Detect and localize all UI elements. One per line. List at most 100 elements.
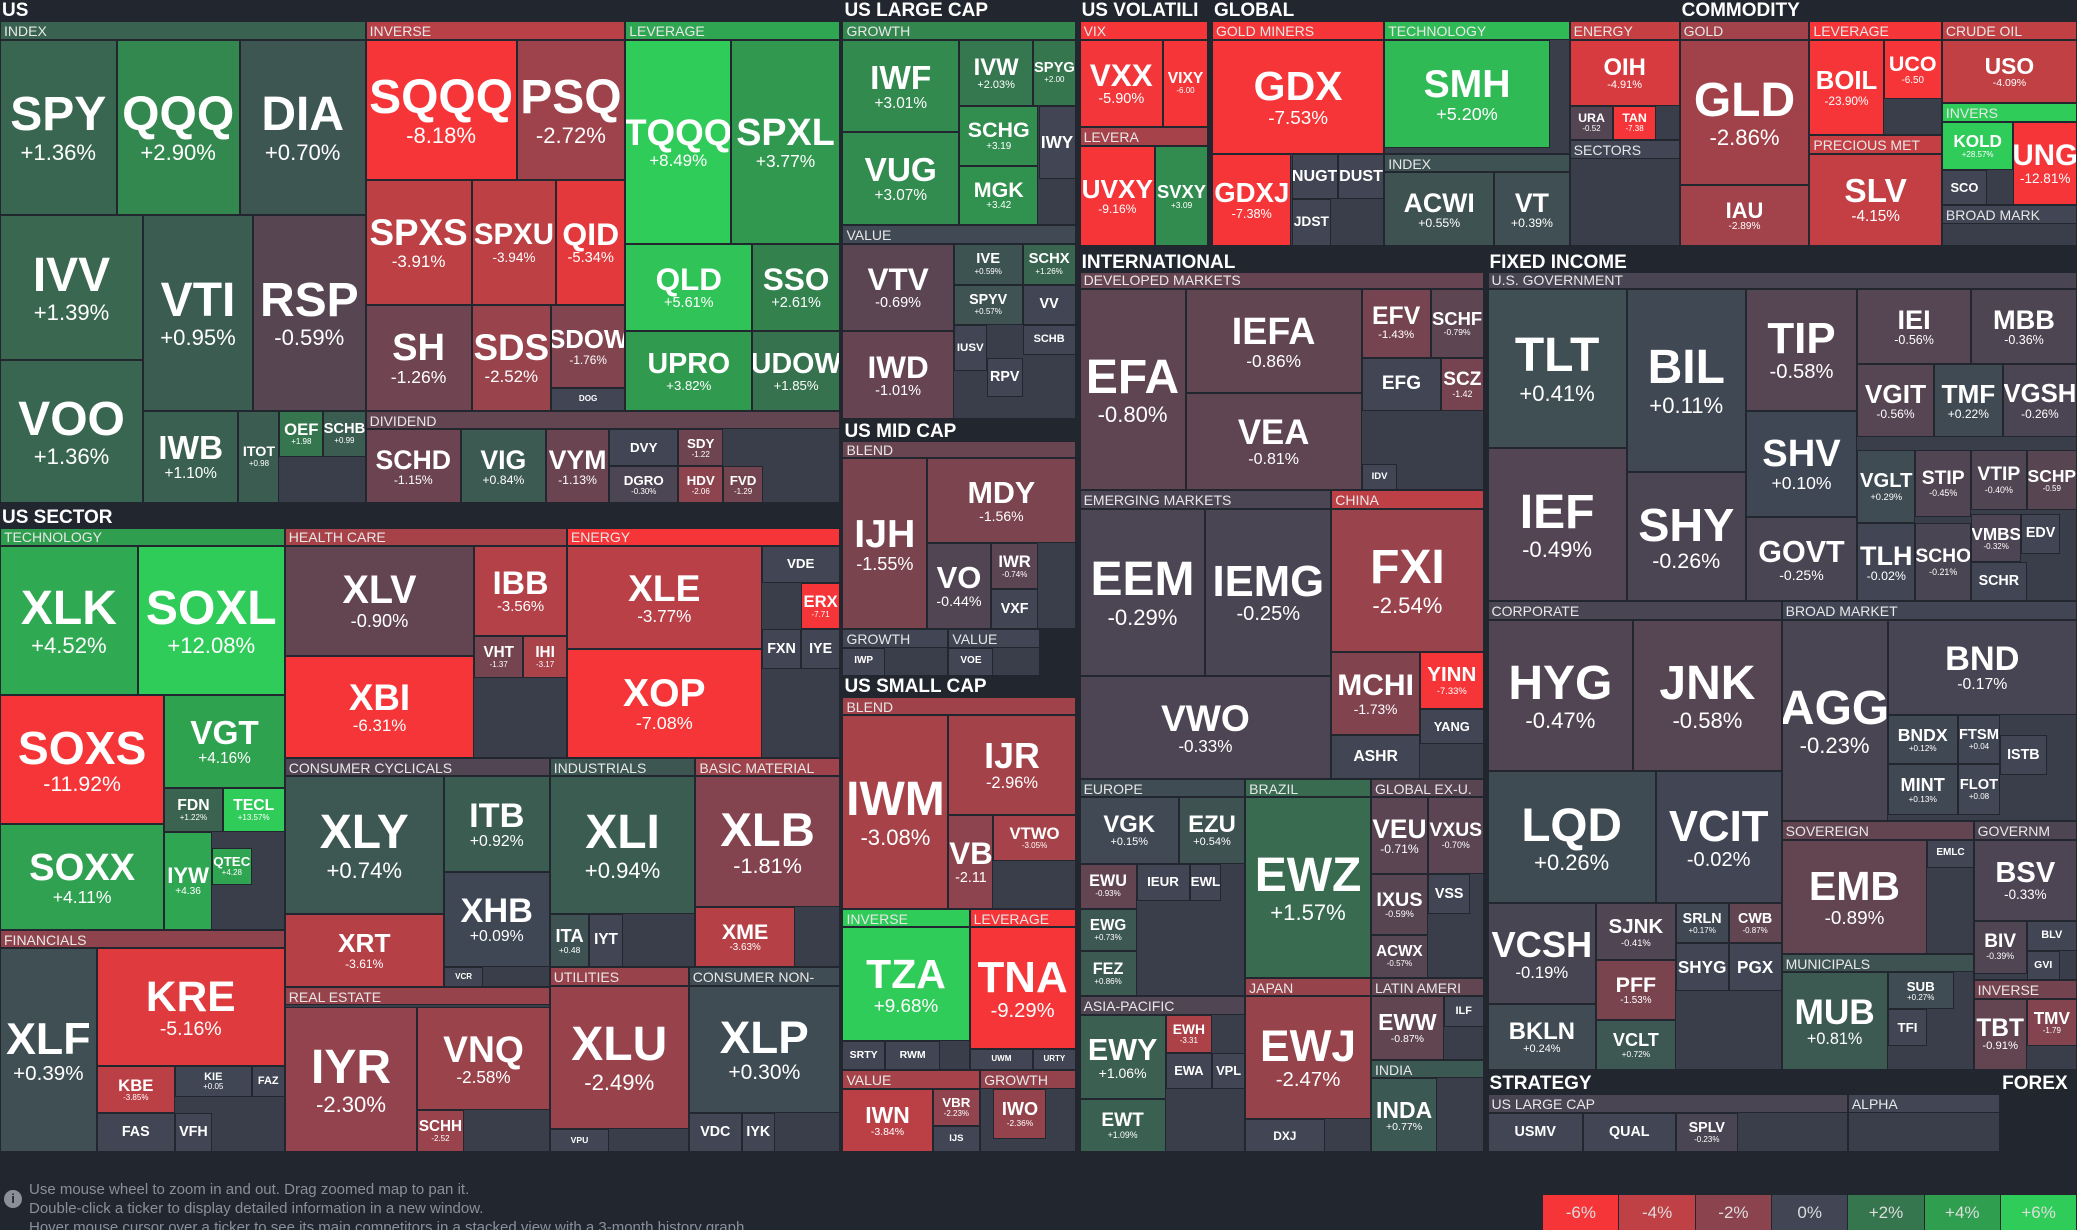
ticker-tile[interactable]: SCHB +0.99 <box>323 410 366 457</box>
ticker-tile[interactable]: FXN <box>761 629 802 669</box>
ticker-tile[interactable]: IVE +0.59% <box>953 243 1023 285</box>
ticker-tile[interactable]: IBB -3.56% <box>474 545 567 636</box>
ticker-tile[interactable]: SOXX +4.11% <box>0 823 165 930</box>
ticker-tile[interactable]: MBB -0.36% <box>1971 288 2077 365</box>
ticker-tile[interactable]: IWD -1.01% <box>842 331 954 419</box>
ticker-tile[interactable]: IEUR <box>1136 863 1190 901</box>
ticker-tile[interactable]: VGT +4.16% <box>164 695 285 789</box>
ticker-tile[interactable]: EMB -0.89% <box>1781 839 1928 954</box>
ticker-tile[interactable]: URTY <box>1033 1049 1076 1071</box>
ticker-tile[interactable]: VCSH -0.19% <box>1487 903 1597 1005</box>
ticker-tile[interactable]: DIA +0.70% <box>239 39 366 215</box>
ticker-tile[interactable]: URA -0.52 <box>1569 105 1614 141</box>
ticker-tile[interactable]: IEMG -0.25% <box>1205 508 1332 676</box>
ticker-tile[interactable]: SHYG <box>1675 943 1729 991</box>
ticker-tile[interactable]: UWM <box>969 1049 1034 1071</box>
ticker-tile[interactable]: TECL +13.57% <box>222 788 285 832</box>
ticker-tile[interactable]: DVY <box>609 429 679 467</box>
ticker-tile[interactable]: SCHX +1.26% <box>1022 243 1076 285</box>
ticker-tile[interactable]: ITB +0.92% <box>443 776 550 872</box>
ticker-tile[interactable]: ASHR <box>1331 735 1420 779</box>
ticker-tile[interactable]: VTV -0.69% <box>842 243 954 332</box>
ticker-tile[interactable]: SHY -0.26% <box>1626 471 1746 602</box>
ticker-tile[interactable]: TIP -0.58% <box>1745 288 1858 411</box>
ticker-tile[interactable]: VWO -0.33% <box>1079 675 1332 779</box>
ticker-tile[interactable]: SPY +1.36% <box>0 39 117 215</box>
ticker-tile[interactable]: SDOW -1.76% <box>551 304 626 389</box>
ticker-tile[interactable]: VO -0.44% <box>927 543 991 630</box>
ticker-tile[interactable]: NUGT <box>1291 153 1338 199</box>
ticker-tile[interactable]: EDV <box>2021 513 2060 554</box>
ticker-tile[interactable]: CWB -0.87% <box>1728 903 1782 944</box>
ticker-tile[interactable]: SCO <box>1941 169 1987 206</box>
ticker-tile[interactable]: VDC <box>688 1112 742 1153</box>
ticker-tile[interactable]: VTWO -3.05% <box>993 814 1076 861</box>
ticker-tile[interactable]: VOO +1.36% <box>0 360 144 504</box>
ticker-tile[interactable]: HDV -2.06 <box>678 466 724 504</box>
ticker-tile[interactable]: UPRO +3.82% <box>625 331 753 411</box>
ticker-tile[interactable]: YANG <box>1419 708 1484 745</box>
ticker-tile[interactable]: VOE <box>948 647 994 676</box>
ticker-tile[interactable]: XME -3.63% <box>695 907 795 967</box>
ticker-tile[interactable]: QQQ +2.90% <box>116 39 240 215</box>
ticker-tile[interactable]: IYK <box>741 1112 775 1153</box>
ticker-tile[interactable]: TLT +0.41% <box>1487 288 1627 448</box>
ticker-tile[interactable]: XLI +0.94% <box>549 776 696 914</box>
ticker-tile[interactable]: SPXS -3.91% <box>365 180 472 305</box>
ticker-tile[interactable]: USMV <box>1487 1112 1583 1153</box>
ticker-tile[interactable]: XRT -3.61% <box>284 913 444 987</box>
ticker-tile[interactable]: VYM -1.13% <box>545 429 610 504</box>
ticker-tile[interactable]: EWW -0.87% <box>1370 996 1444 1060</box>
ticker-tile[interactable]: IWP <box>842 647 885 676</box>
ticker-tile[interactable]: VHT -1.37 <box>474 635 524 679</box>
ticker-tile[interactable]: SCHP -0.59 <box>2026 450 2077 510</box>
ticker-tile[interactable]: VPL <box>1212 1053 1246 1089</box>
ticker-tile[interactable]: SCZ -1.42 <box>1441 357 1484 411</box>
ticker-tile[interactable]: SDY -1.22 <box>678 429 724 467</box>
ticker-tile[interactable]: SH -1.26% <box>365 304 472 411</box>
ticker-tile[interactable]: SOXL +12.08% <box>137 545 285 696</box>
ticker-tile[interactable]: BND -0.17% <box>1887 619 2077 716</box>
ticker-tile[interactable]: TNA -9.29% <box>969 927 1076 1050</box>
ticker-tile[interactable]: IEI -0.56% <box>1857 288 1972 365</box>
ticker-tile[interactable]: SPXL +3.77% <box>731 39 840 244</box>
ticker-tile[interactable]: XLP +0.30% <box>688 985 840 1113</box>
ticker-tile[interactable]: EWL <box>1189 863 1222 901</box>
ticker-tile[interactable]: IWO -2.36% <box>993 1088 1047 1140</box>
ticker-tile[interactable]: EWJ -2.47% <box>1245 996 1371 1120</box>
ticker-tile[interactable]: SMH +5.20% <box>1384 39 1550 149</box>
ticker-tile[interactable]: BIL +0.11% <box>1626 288 1746 472</box>
ticker-tile[interactable]: IWF +3.01% <box>842 39 960 133</box>
ticker-tile[interactable]: SCHG +3.19 <box>959 105 1039 166</box>
ticker-tile[interactable]: SCHO -0.21% <box>1915 523 1972 602</box>
ticker-tile[interactable]: SPYV +0.57% <box>953 284 1023 325</box>
ticker-tile[interactable]: INDA +0.77% <box>1370 1078 1438 1153</box>
ticker-tile[interactable]: EMLC <box>1927 839 1974 868</box>
ticker-tile[interactable]: IUSV <box>953 324 987 371</box>
ticker-tile[interactable]: IYR -2.30% <box>284 1006 418 1153</box>
ticker-tile[interactable]: RPV <box>986 357 1023 398</box>
ticker-tile[interactable]: VDE <box>761 545 840 583</box>
ticker-tile[interactable]: VV <box>1022 284 1076 325</box>
ticker-tile[interactable]: XLY +0.74% <box>284 776 444 914</box>
ticker-tile[interactable]: MINT +0.13% <box>1887 764 1958 815</box>
ticker-tile[interactable]: JDST <box>1291 198 1332 247</box>
ticker-tile[interactable]: XLE -3.77% <box>566 545 762 650</box>
ticker-tile[interactable]: TFI <box>1887 1009 1928 1047</box>
ticker-tile[interactable]: SCHF -0.79% <box>1430 288 1484 358</box>
ticker-tile[interactable]: USO -4.09% <box>1941 39 2077 104</box>
ticker-tile[interactable]: BLV <box>2026 920 2077 952</box>
ticker-tile[interactable]: IWR -0.74% <box>990 543 1039 590</box>
ticker-tile[interactable]: IVW +2.03% <box>959 39 1034 106</box>
ticker-tile[interactable]: EWT +1.09% <box>1079 1099 1166 1153</box>
ticker-tile[interactable]: SJNK -0.41% <box>1596 903 1676 961</box>
ticker-tile[interactable]: UVXY -9.16% <box>1079 145 1156 247</box>
ticker-tile[interactable]: EEM -0.29% <box>1079 508 1206 676</box>
ticker-tile[interactable]: DXJ <box>1245 1119 1325 1153</box>
ticker-tile[interactable]: IXUS -0.59% <box>1370 874 1428 936</box>
ticker-tile[interactable]: SCHR <box>1971 561 2027 602</box>
ticker-tile[interactable]: XLB -1.81% <box>695 776 840 908</box>
ticker-tile[interactable]: IWM -3.08% <box>842 715 949 909</box>
ticker-tile[interactable]: EWU -0.93% <box>1079 863 1137 909</box>
ticker-tile[interactable]: SOXS -11.92% <box>0 695 165 824</box>
